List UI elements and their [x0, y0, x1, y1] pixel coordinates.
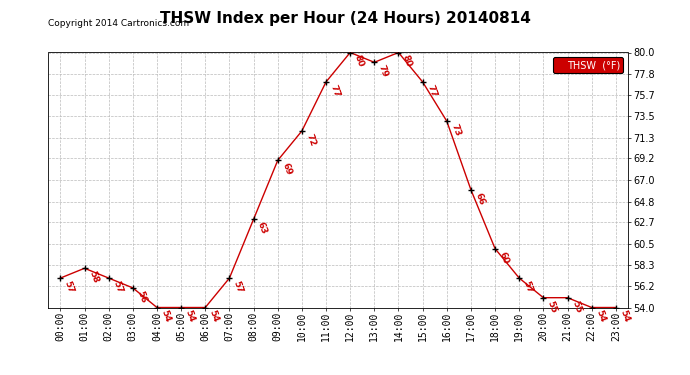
- Text: 66: 66: [473, 191, 486, 206]
- Text: 54: 54: [184, 309, 197, 324]
- Text: 60: 60: [497, 250, 510, 265]
- Text: 57: 57: [232, 279, 245, 294]
- Text: 79: 79: [377, 64, 390, 79]
- Text: THSW Index per Hour (24 Hours) 20140814: THSW Index per Hour (24 Hours) 20140814: [159, 11, 531, 26]
- Text: 57: 57: [63, 279, 76, 294]
- Text: 54: 54: [208, 309, 221, 324]
- Text: 63: 63: [256, 221, 268, 236]
- Text: 80: 80: [353, 54, 365, 69]
- Text: 55: 55: [546, 299, 558, 314]
- Text: 72: 72: [304, 132, 317, 147]
- Text: 58: 58: [87, 270, 99, 285]
- Text: 54: 54: [618, 309, 631, 324]
- Text: 54: 54: [159, 309, 172, 324]
- Text: 73: 73: [449, 123, 462, 138]
- Text: 57: 57: [111, 279, 124, 294]
- Text: 77: 77: [425, 83, 438, 99]
- Text: 77: 77: [328, 83, 342, 99]
- Text: Copyright 2014 Cartronics.com: Copyright 2014 Cartronics.com: [48, 19, 190, 28]
- Text: 80: 80: [401, 54, 413, 69]
- Text: 57: 57: [522, 279, 535, 294]
- Text: 56: 56: [135, 290, 148, 304]
- Legend: THSW  (°F): THSW (°F): [553, 57, 623, 73]
- Text: 69: 69: [280, 162, 293, 177]
- Text: 55: 55: [570, 299, 582, 314]
- Text: 54: 54: [594, 309, 607, 324]
